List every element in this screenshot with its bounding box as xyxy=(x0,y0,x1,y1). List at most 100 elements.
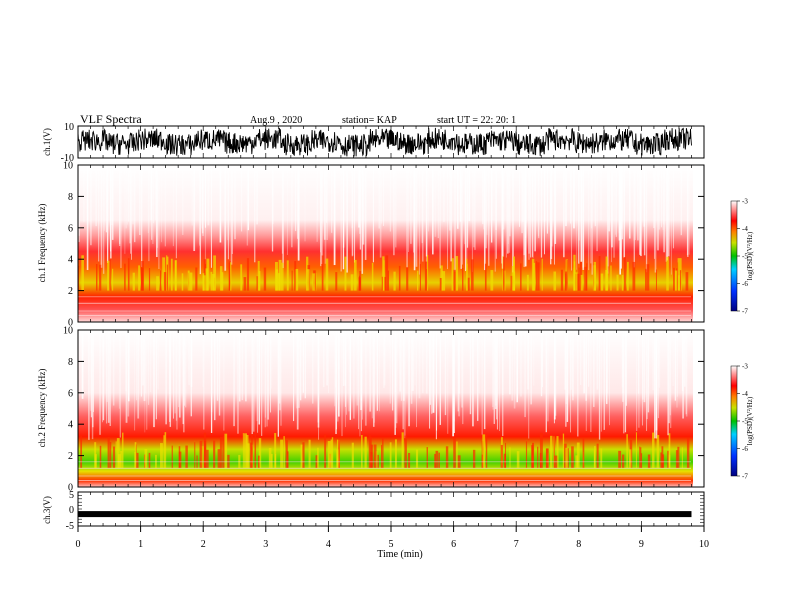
colorbar-tick-label: -6 xyxy=(742,445,748,453)
spectrogram-streak xyxy=(609,330,610,426)
spectrogram-burst xyxy=(677,258,679,291)
spectrogram-burst xyxy=(580,274,583,291)
spectrogram-burst xyxy=(206,449,209,469)
spectrogram-streak xyxy=(662,165,664,230)
spectrogram-streak xyxy=(191,165,193,226)
spectrogram-streak xyxy=(482,165,484,225)
spectrogram-burst xyxy=(229,261,231,291)
spectrogram-streak xyxy=(571,165,572,271)
spectrogram-streak xyxy=(674,330,676,401)
colorbar-tick-label: -7 xyxy=(742,308,748,316)
spectrogram-streak xyxy=(119,165,121,246)
spectrogram-burst xyxy=(621,275,624,291)
spectrogram-streak xyxy=(136,330,137,401)
spectrogram-streak xyxy=(389,330,391,404)
spectrogram-streak xyxy=(266,330,268,427)
spectrogram-streak xyxy=(580,330,582,385)
spectrogram-streak xyxy=(615,165,617,235)
spectrogram-burst xyxy=(325,258,329,291)
spectrogram-streak xyxy=(642,330,644,400)
y-tick-label: 4 xyxy=(68,420,73,431)
spectrogram-streak xyxy=(341,330,343,437)
spectrogram-streak xyxy=(351,165,354,256)
spectrogram-streak xyxy=(528,165,530,254)
x-tick-label: 1 xyxy=(138,539,143,550)
spectrogram-streak xyxy=(505,165,507,258)
spectrogram-burst xyxy=(482,434,486,469)
spectrogram-streak xyxy=(524,165,527,267)
spectrogram-streak xyxy=(202,330,205,430)
spectrogram-burst xyxy=(170,258,173,291)
ch1-spectrogram-heatmap xyxy=(78,165,693,322)
spectrogram-streak xyxy=(348,330,350,412)
spectrogram-burst xyxy=(120,450,123,469)
spectrogram-streak xyxy=(496,330,498,430)
x-axis-label: Time (min) xyxy=(377,549,422,560)
spectrogram-burst xyxy=(275,269,278,291)
spectrogram-streak xyxy=(153,330,155,428)
spectrogram-streak xyxy=(93,330,94,412)
spectrogram-streak xyxy=(237,330,239,434)
spectrogram-streak xyxy=(256,165,258,225)
spectrogram-streak xyxy=(591,165,593,275)
x-tick-label: 7 xyxy=(514,539,519,550)
spectrogram-streak xyxy=(358,165,360,228)
spectrogram-streak xyxy=(580,165,583,262)
spectrogram-streak xyxy=(665,165,667,262)
spectrogram-streak xyxy=(322,330,325,388)
spectrogram-streak xyxy=(102,330,103,423)
spectrogram-streak xyxy=(264,330,267,428)
ch1-waveform-ylabel: ch.1(V) xyxy=(42,128,52,156)
ch1-colorbar-label: log(PSD)(V²/Hz) xyxy=(746,231,754,280)
spectrogram-burst xyxy=(668,433,671,469)
spectrogram-burst xyxy=(632,261,636,291)
spectrogram-burst xyxy=(285,440,288,469)
y-tick-label: 6 xyxy=(68,223,73,234)
spectrogram-burst xyxy=(205,268,208,291)
spectrogram-streak xyxy=(245,330,247,402)
spectrogram-burst xyxy=(286,260,289,291)
spectrogram-burst xyxy=(440,265,443,291)
spectrogram-streak xyxy=(432,165,434,255)
y-tick-label: 10 xyxy=(63,326,73,337)
spectrogram-streak xyxy=(485,165,487,249)
spectrogram-streak xyxy=(400,330,403,401)
spectrogram-streak xyxy=(530,165,532,258)
spectrogram-burst xyxy=(238,454,241,469)
spectrogram-burst xyxy=(408,452,411,469)
spectrogram-burst xyxy=(324,434,327,469)
spectrogram-burst xyxy=(511,266,514,291)
x-tick-label: 9 xyxy=(639,539,644,550)
spectrogram-streak xyxy=(663,165,664,225)
spectrogram-streak xyxy=(621,330,624,388)
spectrogram-burst xyxy=(516,451,520,469)
spectrogram-burst xyxy=(306,269,310,291)
spectrogram-streak xyxy=(683,330,686,387)
spectrogram-burst xyxy=(134,442,137,469)
spectrogram-streak xyxy=(342,165,345,270)
spectrogram-streak xyxy=(254,165,256,263)
spectrogram-streak xyxy=(547,330,549,422)
spectrogram-burst xyxy=(132,272,135,291)
y-tick-label: 8 xyxy=(68,192,73,203)
spectrogram-streak xyxy=(137,330,140,419)
spectrogram-burst xyxy=(472,449,476,469)
spectrogram-streak xyxy=(106,330,108,402)
spectrogram-burst xyxy=(675,450,678,469)
spectrogram-burst xyxy=(381,276,383,291)
spectrogram-burst xyxy=(404,435,407,469)
colorbar-tick-label: -7 xyxy=(742,473,748,481)
spectrogram-streak xyxy=(603,330,605,430)
spectrogram-streak xyxy=(105,165,108,233)
spectrogram-streak xyxy=(119,330,121,438)
spectrogram-streak xyxy=(328,330,330,394)
spectrogram-burst xyxy=(364,436,367,469)
spectrogram-burst xyxy=(187,270,190,291)
spectrogram-streak xyxy=(418,330,421,399)
spectrogram-streak xyxy=(496,330,498,420)
spectrogram-burst xyxy=(435,450,439,469)
colorbar-tick-label: -5 xyxy=(742,418,748,426)
spectrogram-streak xyxy=(383,330,385,388)
spectrogram-burst xyxy=(370,436,372,469)
spectrogram-burst xyxy=(401,432,404,469)
